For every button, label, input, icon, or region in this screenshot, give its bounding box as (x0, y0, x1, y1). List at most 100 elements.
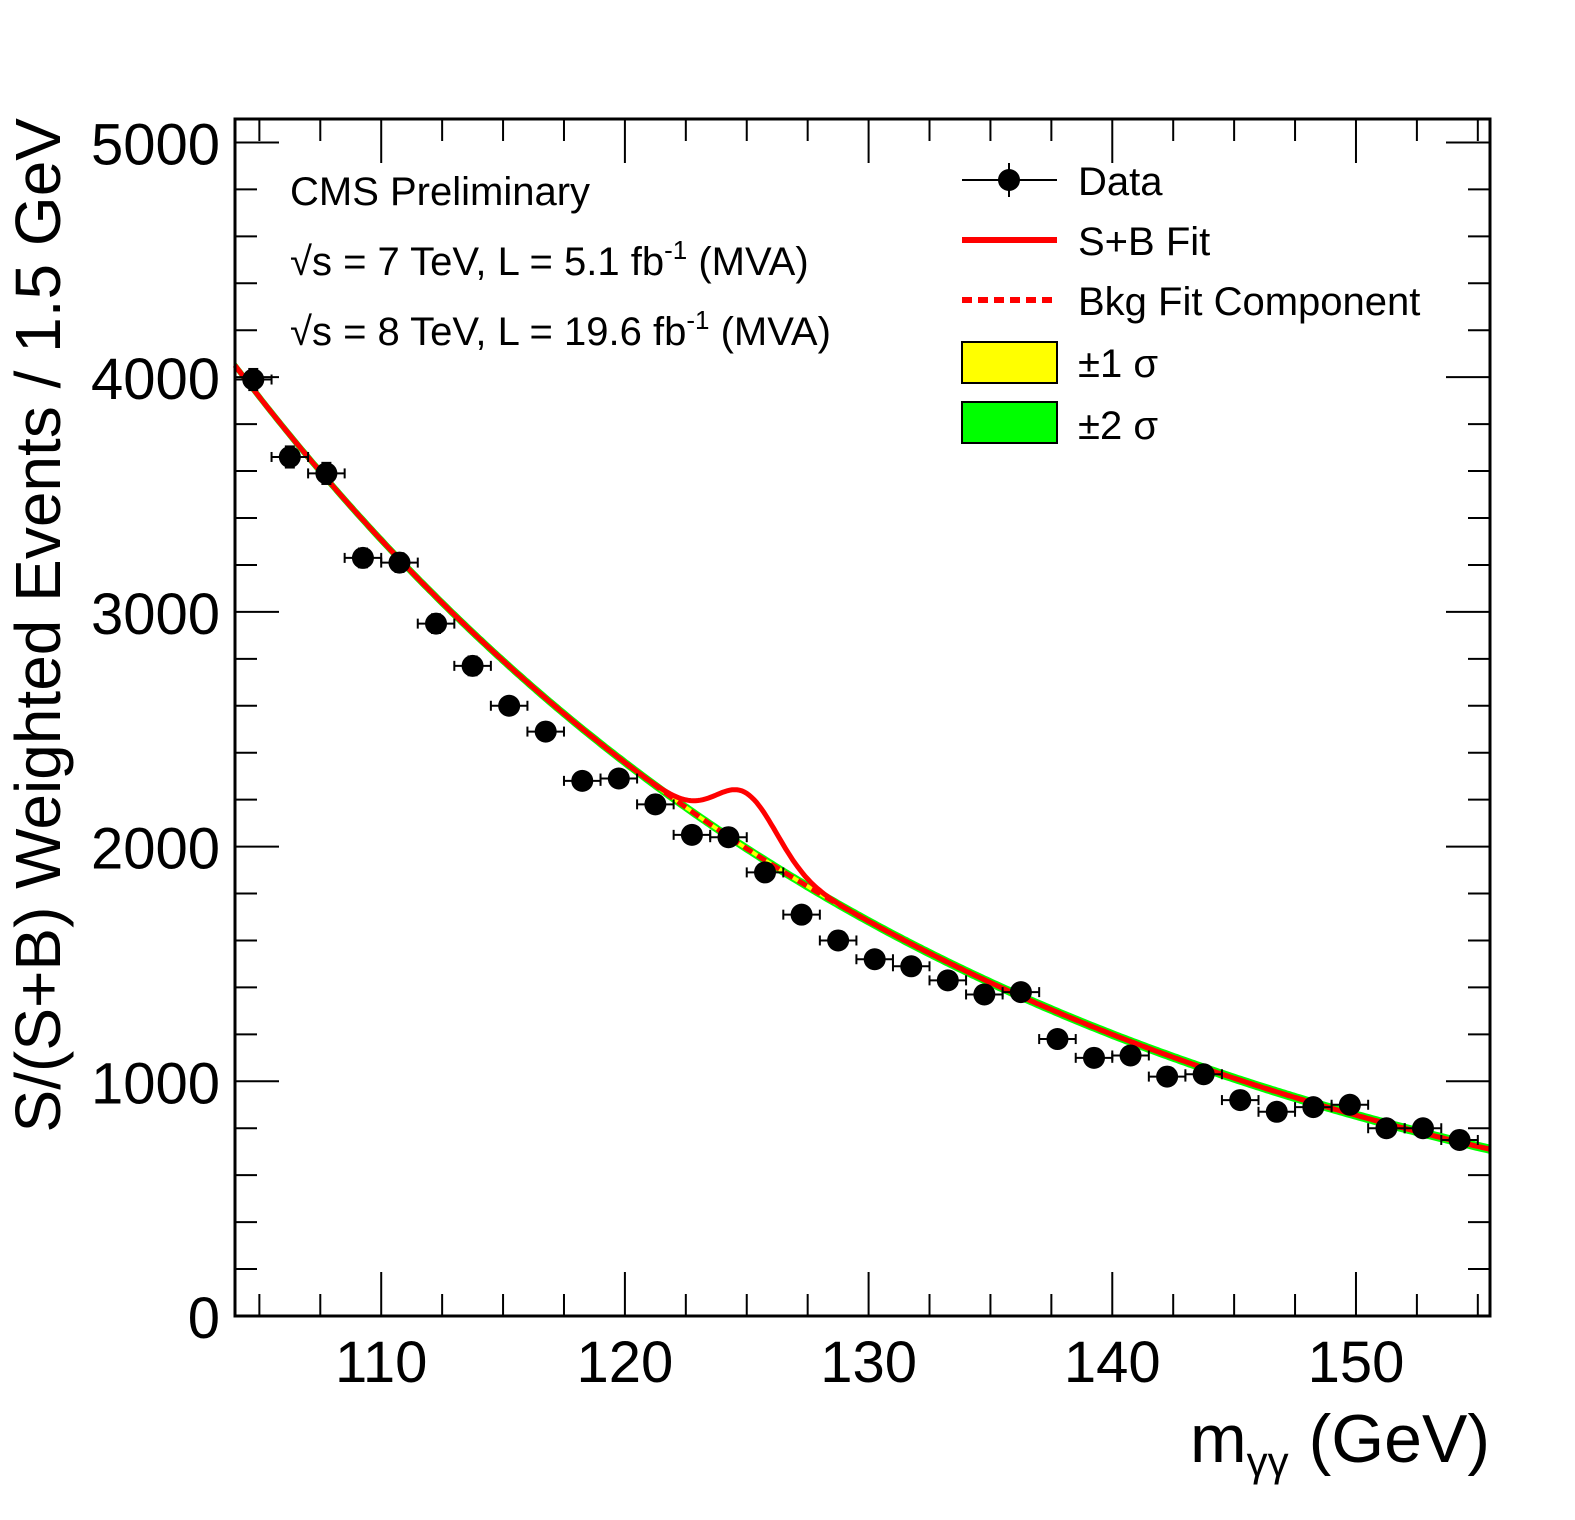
legend: Data S+B Fit Bkg Fit Component ±1 σ ±2 σ (961, 160, 1420, 448)
data-marker (1448, 1128, 1471, 1151)
data-marker (790, 903, 813, 926)
data-marker (1375, 1117, 1398, 1140)
x-axis-label-unit: (GeV) (1309, 1401, 1490, 1477)
data-marker (1229, 1089, 1252, 1112)
lumi-8tev-sup: -1 (686, 305, 709, 335)
lumi-7tev-sup: -1 (664, 235, 687, 265)
data-point (965, 983, 1004, 1006)
data-point (1001, 981, 1041, 1004)
data-point (1038, 1028, 1077, 1051)
axis-ticks (235, 119, 1490, 1317)
data-marker (680, 823, 703, 846)
fit-curves (233, 363, 1491, 1152)
data-point (1220, 1089, 1260, 1112)
y-tick-label: 4000 (91, 347, 220, 412)
legend-entry-data: Data (962, 160, 1163, 204)
sb-fit-curve (233, 363, 1491, 1152)
data-marker (863, 948, 886, 971)
data-marker (461, 654, 484, 677)
data-marker (315, 462, 338, 485)
data-point (270, 445, 310, 469)
x-tick-label: 130 (820, 1330, 917, 1395)
legend-entry-band1: ±1 σ (961, 341, 1158, 386)
data-point (1330, 1093, 1370, 1116)
data-point (416, 612, 456, 635)
data-marker (1411, 1117, 1434, 1140)
y-tick-label: 1000 (91, 1051, 220, 1116)
data-marker (1338, 1093, 1361, 1116)
data-point (380, 551, 419, 574)
legend-entry-band2: ±2 σ (961, 401, 1158, 448)
legend-band1-box (961, 341, 1058, 384)
x-axis-label: mγγ (GeV) (1190, 1401, 1490, 1485)
data-marker (425, 612, 448, 635)
legend-label-band1: ±1 σ (1078, 342, 1158, 386)
lumi-8tev-text: = 8 TeV, L = 19.6 fb (332, 310, 686, 354)
data-marker (571, 769, 594, 792)
x-tick-label: 120 (577, 1330, 674, 1395)
data-marker (827, 929, 850, 952)
annotation-block: CMS Preliminary √s = 7 TeV, L = 5.1 fb-1… (290, 170, 831, 354)
data-point (1257, 1100, 1297, 1123)
data-point (1294, 1096, 1333, 1119)
data-marker (973, 983, 996, 1006)
data-marker (388, 551, 411, 574)
data-point (672, 823, 712, 846)
x-tick-label: 110 (335, 1330, 427, 1395)
lumi-line-7tev: √s = 7 TeV, L = 5.1 fb-1 (MVA) (290, 235, 809, 284)
lumi-8tev-tail: (MVA) (709, 310, 830, 354)
x-tick-label: 140 (1064, 1330, 1161, 1395)
data-point (562, 769, 602, 792)
data-marker (1119, 1044, 1142, 1067)
plot-frame (233, 117, 1492, 1318)
data-marker (1156, 1065, 1179, 1088)
data-point (526, 720, 565, 743)
data-point (782, 903, 821, 926)
legend-entry-sb-fit: S+B Fit (962, 220, 1210, 264)
data-point (1147, 1065, 1187, 1088)
data-marker (1265, 1100, 1288, 1123)
data-point (307, 461, 346, 485)
data-point (1367, 1117, 1406, 1140)
data-point (855, 948, 894, 971)
legend-label-bkg-fit: Bkg Fit Component (1078, 280, 1420, 324)
data-marker (936, 969, 959, 992)
data-marker (498, 694, 521, 717)
data-marker (1009, 981, 1032, 1004)
data-point (636, 793, 675, 816)
data-point (599, 767, 639, 790)
y-tick-label: 2000 (91, 817, 220, 882)
data-points (234, 367, 1479, 1151)
legend-entry-bkg-fit: Bkg Fit Component (962, 280, 1420, 324)
y-tick-label: 0 (188, 1286, 220, 1351)
lumi-7tev-text: = 7 TeV, L = 5.1 fb (332, 240, 664, 284)
data-marker (1046, 1028, 1069, 1051)
data-marker (754, 861, 777, 884)
data-point (709, 826, 748, 849)
data-point (745, 861, 785, 884)
sqrt-s-symbol: √s (290, 310, 332, 354)
data-marker (1302, 1096, 1325, 1119)
lumi-line-8tev: √s = 8 TeV, L = 19.6 fb-1 (MVA) (290, 305, 831, 354)
legend-label-band2: ±2 σ (1078, 404, 1158, 448)
data-point (928, 969, 968, 992)
legend-data-marker (998, 169, 1020, 191)
data-marker (1192, 1063, 1215, 1086)
x-tick-label: 150 (1308, 1330, 1405, 1395)
data-marker (607, 767, 630, 790)
data-marker (900, 955, 923, 978)
data-marker (242, 368, 265, 391)
data-marker (717, 826, 740, 849)
experiment-label: CMS Preliminary (290, 170, 590, 214)
legend-label-sb-fit: S+B Fit (1078, 220, 1210, 264)
x-axis-label-sub: γγ (1247, 1438, 1289, 1485)
data-point (1403, 1117, 1443, 1140)
lumi-7tev-tail: (MVA) (687, 240, 808, 284)
data-point (1184, 1063, 1223, 1086)
data-point (1440, 1128, 1479, 1151)
data-point (489, 694, 529, 717)
data-marker (534, 720, 557, 743)
legend-label-data: Data (1078, 160, 1163, 204)
